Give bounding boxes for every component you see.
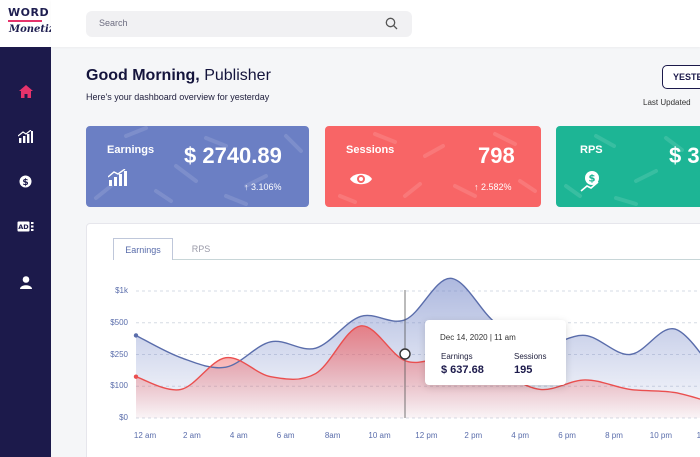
sessions-value: 798 <box>478 143 515 168</box>
sidebar-item-analytics[interactable] <box>0 124 51 148</box>
card-pattern <box>338 132 537 204</box>
card-pattern <box>94 126 303 206</box>
sessions-card[interactable]: Sessions 798 ↑ 2.582% <box>325 126 541 207</box>
period-select-button[interactable]: YESTERDAY <box>662 65 700 89</box>
x-tick-label: 4 pm <box>511 431 530 440</box>
earnings-card[interactable]: Earnings $ 2740.89 ↑ 3.106% <box>86 126 309 207</box>
tooltip-earnings-value: $ 637.68 <box>441 364 484 376</box>
top-bar: Search <box>51 0 700 47</box>
search-input[interactable]: Search <box>86 11 412 37</box>
chart-icon <box>18 129 33 143</box>
dollar-icon: $ <box>19 175 32 187</box>
rps-value: $ 3 <box>669 143 700 168</box>
x-tick-label: 8 pm <box>605 431 623 440</box>
sidebar-item-profile[interactable] <box>0 270 51 294</box>
tooltip-sessions-value: 195 <box>514 364 533 376</box>
tab-earnings[interactable]: Earnings <box>113 238 173 260</box>
x-tick-label: 4 am <box>229 431 248 440</box>
svg-text:$: $ <box>589 174 596 185</box>
x-tick-label: 10 am <box>368 431 391 440</box>
tooltip-earnings-label: Earnings <box>441 352 473 361</box>
x-tick-label: 6 am <box>276 431 295 440</box>
x-tick-label: 8am <box>324 431 341 440</box>
chart-tooltip: Dec 14, 2020 | 11 am Earnings $ 637.68 S… <box>425 320 566 385</box>
x-tick-label: 6 pm <box>558 431 576 440</box>
earnings-change-value: 3.106% <box>251 182 282 192</box>
home-icon <box>18 84 33 98</box>
sidebar-item-home[interactable] <box>0 79 51 103</box>
series-line <box>135 325 700 400</box>
logo-script: Monetize <box>9 24 61 35</box>
earnings-change: ↑ 3.106% <box>244 182 282 192</box>
x-tick-label: 12 pm <box>415 431 438 440</box>
series-line <box>135 277 700 369</box>
series-start-point <box>133 333 139 338</box>
page-subtitle: Here's your dashboard overview for yeste… <box>86 92 270 102</box>
greeting-user: Publisher <box>204 67 271 84</box>
logo-word: WORD <box>8 6 50 19</box>
page-title: Good Morning, Publisher <box>86 67 271 85</box>
x-tick-label: 10 pm <box>649 431 672 440</box>
y-tick-label: $100 <box>110 381 128 391</box>
sidebar-item-payments[interactable]: $ <box>0 169 51 193</box>
dollar-growth-icon: $ <box>580 171 599 192</box>
svg-text:$: $ <box>22 177 28 187</box>
sidebar-item-ads[interactable]: AD <box>0 214 51 238</box>
series-start-point <box>133 374 139 379</box>
logo[interactable]: WORD Monetize <box>0 0 61 47</box>
rps-card[interactable]: RPS $ 3 $ <box>556 126 700 207</box>
x-tick-label: 2 am <box>182 431 201 440</box>
arrow-up-icon: ↑ <box>244 182 249 192</box>
arrow-up-icon: ↑ <box>474 182 479 192</box>
x-tick-label: 12 am <box>133 431 157 440</box>
user-icon <box>19 275 32 289</box>
ad-icon: AD <box>17 221 34 231</box>
chart-series <box>133 277 700 418</box>
y-tick-label: $500 <box>110 317 128 327</box>
hover-point[interactable] <box>399 348 411 360</box>
y-tick-label: $0 <box>119 413 128 422</box>
search-placeholder: Search <box>99 18 128 28</box>
sessions-title: Sessions <box>346 144 395 156</box>
earnings-value: $ 2740.89 <box>184 143 282 168</box>
tab-rps[interactable]: RPS <box>191 244 211 254</box>
sessions-change: ↑ 2.582% <box>474 182 512 192</box>
logo-underline <box>8 20 42 22</box>
tooltip-date: Dec 14, 2020 | 11 am <box>440 333 516 342</box>
card-pattern <box>564 134 684 206</box>
eye-icon <box>350 173 372 185</box>
greeting-text: Good Morning, <box>86 67 200 84</box>
sessions-change-value: 2.582% <box>481 182 512 192</box>
x-tick-label: 2 pm <box>464 431 483 440</box>
growth-chart-icon <box>108 169 127 186</box>
series-area <box>136 325 700 418</box>
last-updated-text: Last Updated <box>643 98 691 107</box>
tab-divider <box>173 259 700 260</box>
y-tick-label: $1k <box>115 286 128 295</box>
rps-title: RPS <box>580 144 603 156</box>
earnings-title: Earnings <box>107 144 155 156</box>
sidebar: $ AD <box>0 47 51 457</box>
x-tick-label: 12 am <box>696 431 700 440</box>
svg-text:AD: AD <box>18 223 29 231</box>
tooltip-sessions-label: Sessions <box>514 352 547 361</box>
search-icon[interactable] <box>385 17 398 30</box>
y-tick-label: $250 <box>110 349 128 359</box>
